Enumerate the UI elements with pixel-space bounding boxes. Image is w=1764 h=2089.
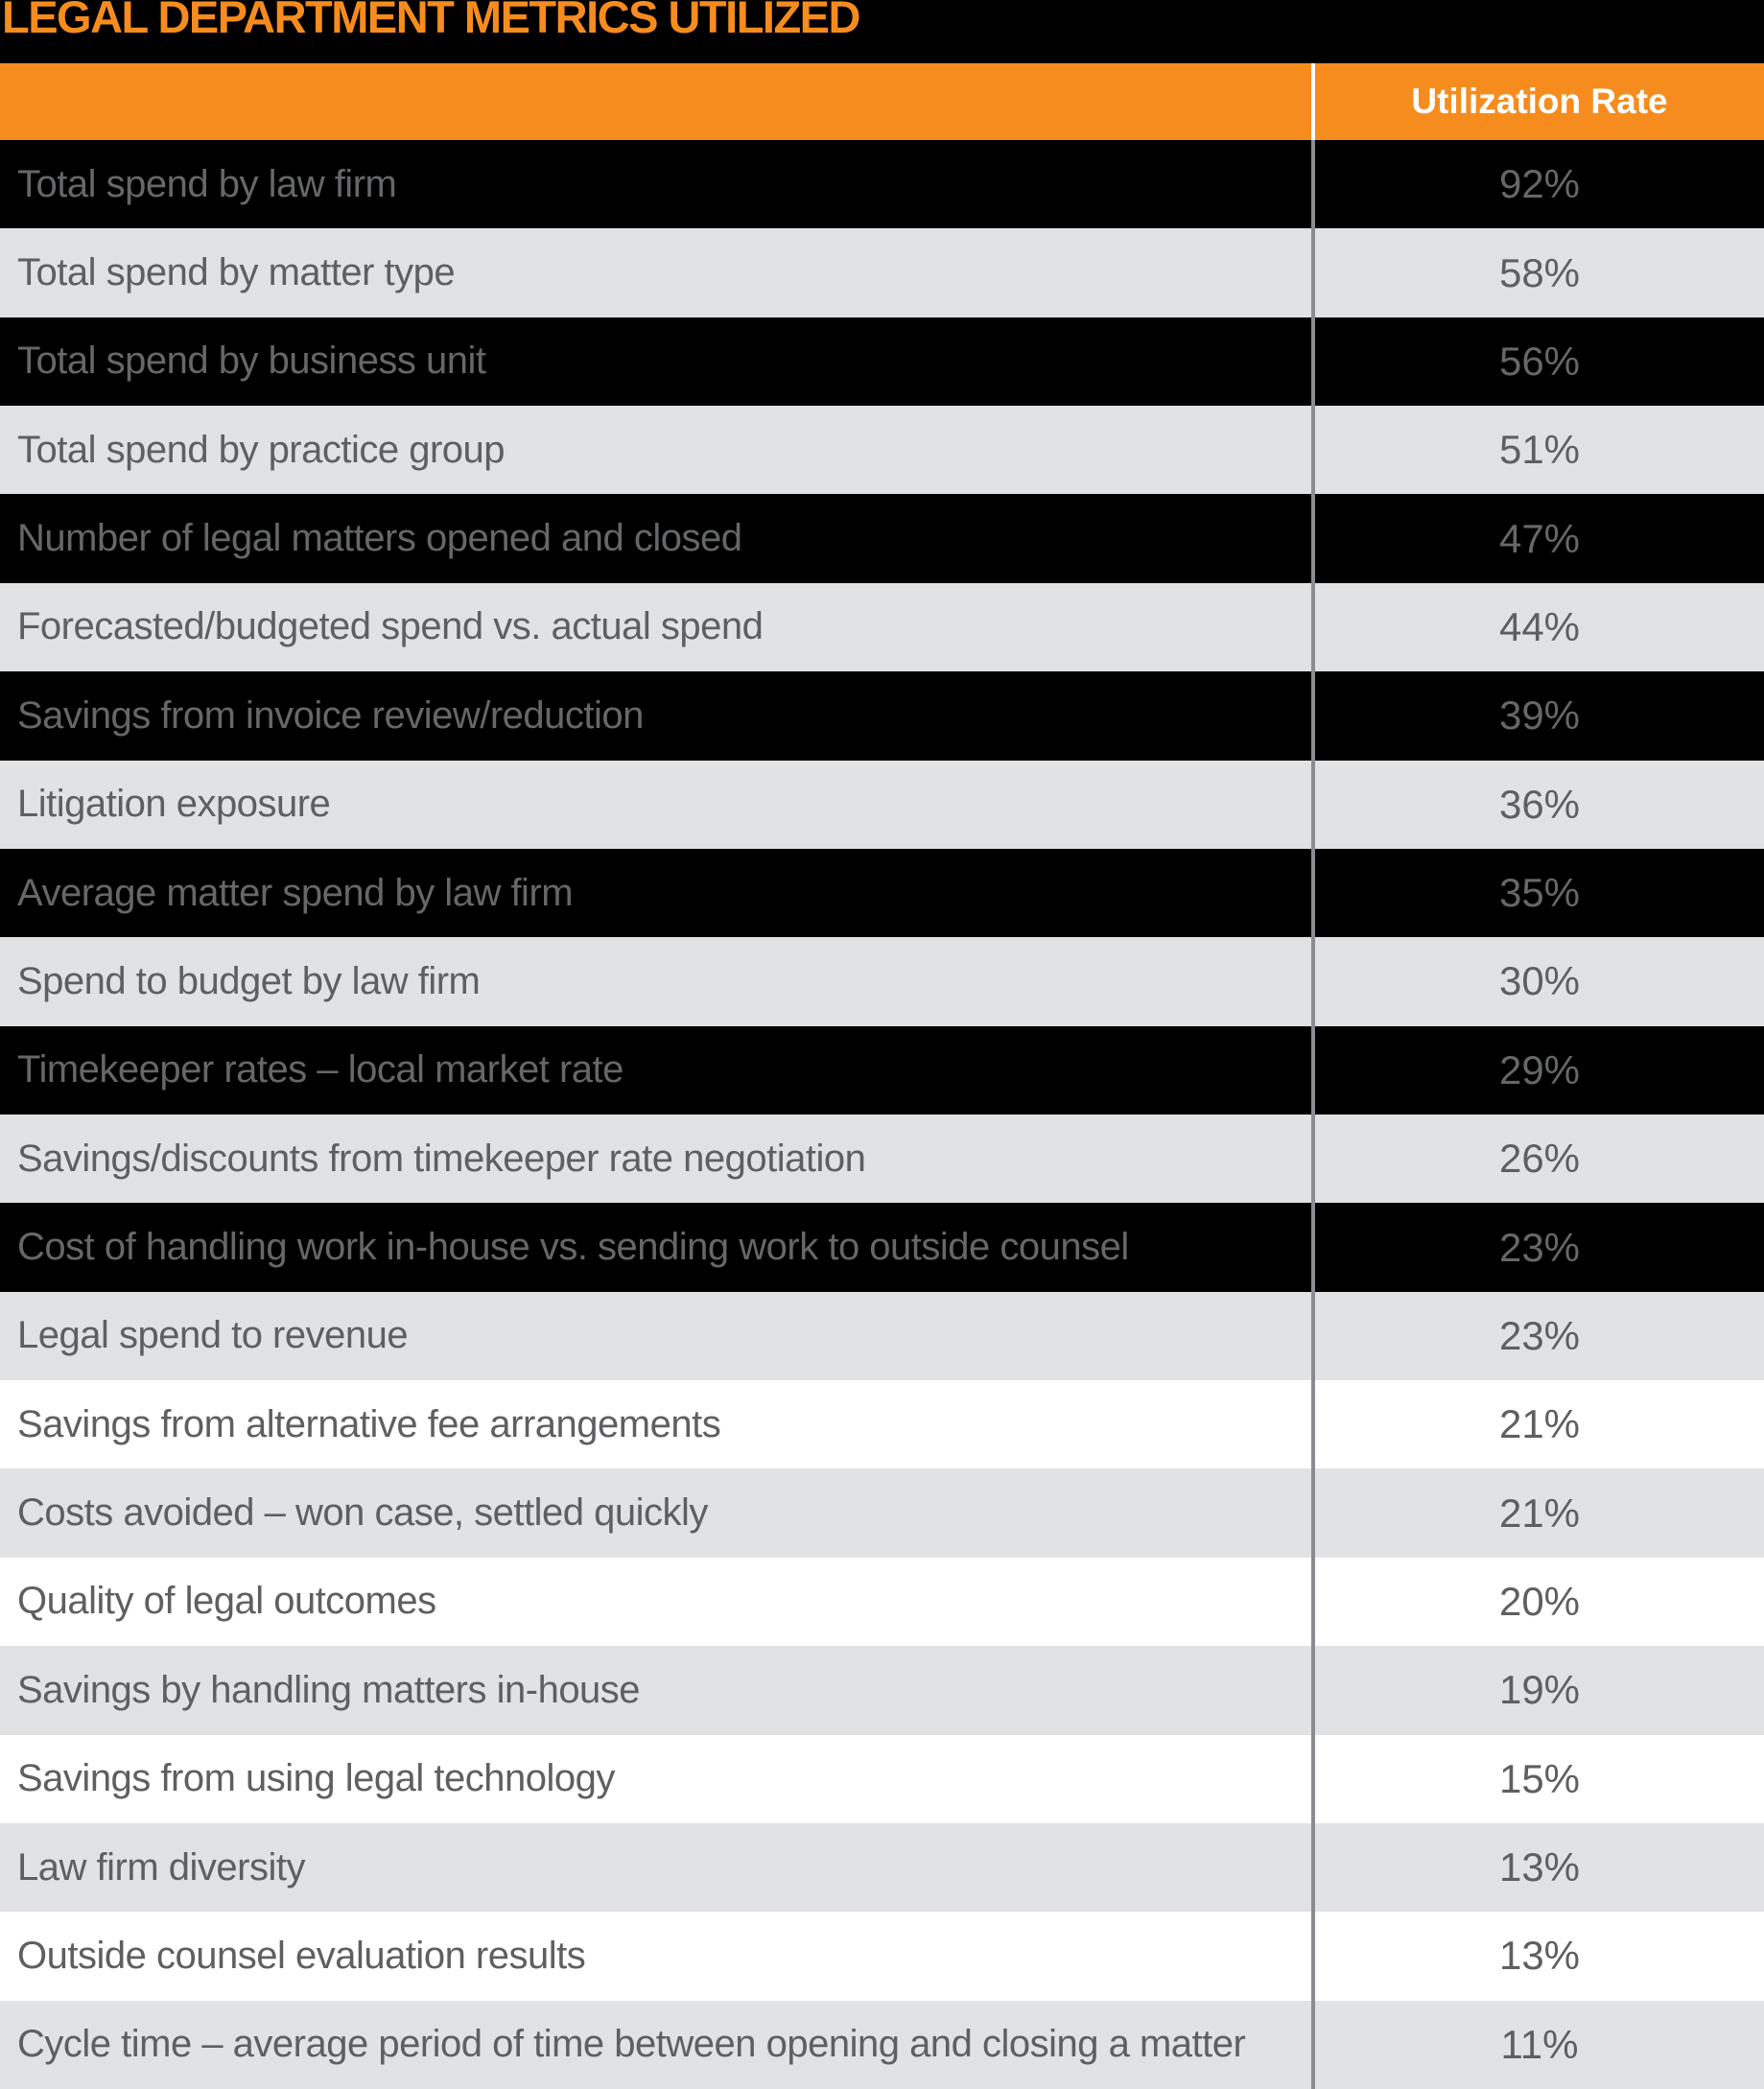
utilization-rate-value: 29% [1311, 1025, 1764, 1115]
table-row: Cost of handling work in-house vs. sendi… [0, 1203, 1764, 1292]
utilization-rate-value: 58% [1311, 228, 1764, 317]
metric-name: Savings/discounts from timekeeper rate n… [17, 1137, 866, 1180]
metric-name: Law firm diversity [17, 1845, 305, 1889]
table-row: Total spend by matter type 58% [0, 228, 1764, 317]
utilization-rate-value: 13% [1311, 1912, 1764, 2001]
table-row: Spend to budget by law firm 30% [0, 937, 1764, 1026]
table-row: Total spend by business unit 56% [0, 317, 1764, 407]
utilization-rate-value: 56% [1311, 317, 1764, 407]
utilization-rate-value: 13% [1311, 1822, 1764, 1913]
table-row: Number of legal matters opened and close… [0, 494, 1764, 583]
metric-name: Savings from invoice review/reduction [17, 693, 644, 737]
metric-name: Outside counsel evaluation results [17, 1934, 586, 1977]
utilization-rate-value: 19% [1311, 1646, 1764, 1735]
utilization-rate-value: 21% [1311, 1468, 1764, 1558]
metric-name: Costs avoided – won case, settled quickl… [17, 1491, 708, 1535]
table-row: Total spend by practice group 51% [0, 406, 1764, 495]
metric-name: Timekeeper rates – local market rate [17, 1048, 623, 1091]
metric-name: Cost of handling work in-house vs. sendi… [17, 1226, 1129, 1269]
metric-name: Total spend by law firm [17, 162, 397, 205]
table-row: Average matter spend by law firm 35% [0, 848, 1764, 938]
table-row: Timekeeper rates – local market rate 29% [0, 1025, 1764, 1115]
utilization-rate-value: 39% [1311, 671, 1764, 761]
table-row: Legal spend to revenue 23% [0, 1291, 1764, 1381]
utilization-rate-value: 35% [1311, 848, 1764, 938]
utilization-rate-value: 20% [1311, 1557, 1764, 1647]
table-row: Cycle time – average period of time betw… [0, 2000, 1764, 2089]
table-row: Costs avoided – won case, settled quickl… [0, 1468, 1764, 1558]
metric-name: Forecasted/budgeted spend vs. actual spe… [17, 605, 764, 648]
metric-name: Average matter spend by law firm [17, 871, 574, 914]
utilization-rate-value: 11% [1311, 2000, 1764, 2089]
table-row: Savings by handling matters in-house 19% [0, 1646, 1764, 1735]
table-row: Total spend by law firm 92% [0, 140, 1764, 229]
metric-name: Number of legal matters opened and close… [17, 517, 742, 560]
page-title: LEGAL DEPARTMENT METRICS UTILIZED [2, 0, 860, 42]
table-row: Forecasted/budgeted spend vs. actual spe… [0, 582, 1764, 672]
metric-name: Total spend by business unit [17, 340, 486, 383]
utilization-rate-value: 21% [1311, 1380, 1764, 1469]
utilization-rate-value: 44% [1311, 582, 1764, 672]
metrics-table: Utilization Rate Total spend by law firm… [0, 63, 1764, 2089]
metric-name: Total spend by matter type [17, 251, 456, 294]
utilization-rate-value: 15% [1311, 1734, 1764, 1823]
utilization-rate-value: 23% [1311, 1291, 1764, 1381]
utilization-rate-value: 36% [1311, 760, 1764, 849]
table-row: Savings from alternative fee arrangement… [0, 1380, 1764, 1469]
utilization-rate-value: 26% [1311, 1115, 1764, 1204]
header-utilization-rate: Utilization Rate [1311, 63, 1764, 140]
metric-name: Quality of legal outcomes [17, 1580, 436, 1623]
metric-name: Spend to budget by law firm [17, 959, 481, 1002]
utilization-rate-value: 23% [1311, 1203, 1764, 1292]
utilization-rate-value: 30% [1311, 937, 1764, 1026]
table-row: Savings from invoice review/reduction 39… [0, 671, 1764, 761]
table-row: Savings from using legal technology 15% [0, 1734, 1764, 1823]
metric-name: Cycle time – average period of time betw… [17, 2023, 1246, 2066]
metric-name: Total spend by practice group [17, 428, 506, 471]
utilization-rate-value: 51% [1311, 406, 1764, 495]
table-row: Quality of legal outcomes 20% [0, 1557, 1764, 1647]
metric-name: Savings by handling matters in-house [17, 1668, 641, 1711]
utilization-rate-value: 47% [1311, 494, 1764, 583]
utilization-rate-value: 92% [1311, 140, 1764, 229]
metric-name: Savings from alternative fee arrangement… [17, 1402, 721, 1445]
table-row: Litigation exposure 36% [0, 760, 1764, 849]
table-header-row: Utilization Rate [0, 63, 1764, 140]
title-band: LEGAL DEPARTMENT METRICS UTILIZED [0, 0, 1764, 63]
header-metric-cell [0, 63, 1311, 140]
table-body: Total spend by law firm 92% Total spend … [0, 140, 1764, 2089]
table-row: Savings/discounts from timekeeper rate n… [0, 1115, 1764, 1204]
metric-name: Legal spend to revenue [17, 1314, 409, 1357]
metric-name: Savings from using legal technology [17, 1757, 615, 1800]
table-row: Outside counsel evaluation results 13% [0, 1912, 1764, 2001]
metric-name: Litigation exposure [17, 783, 331, 826]
table-row: Law firm diversity 13% [0, 1822, 1764, 1913]
